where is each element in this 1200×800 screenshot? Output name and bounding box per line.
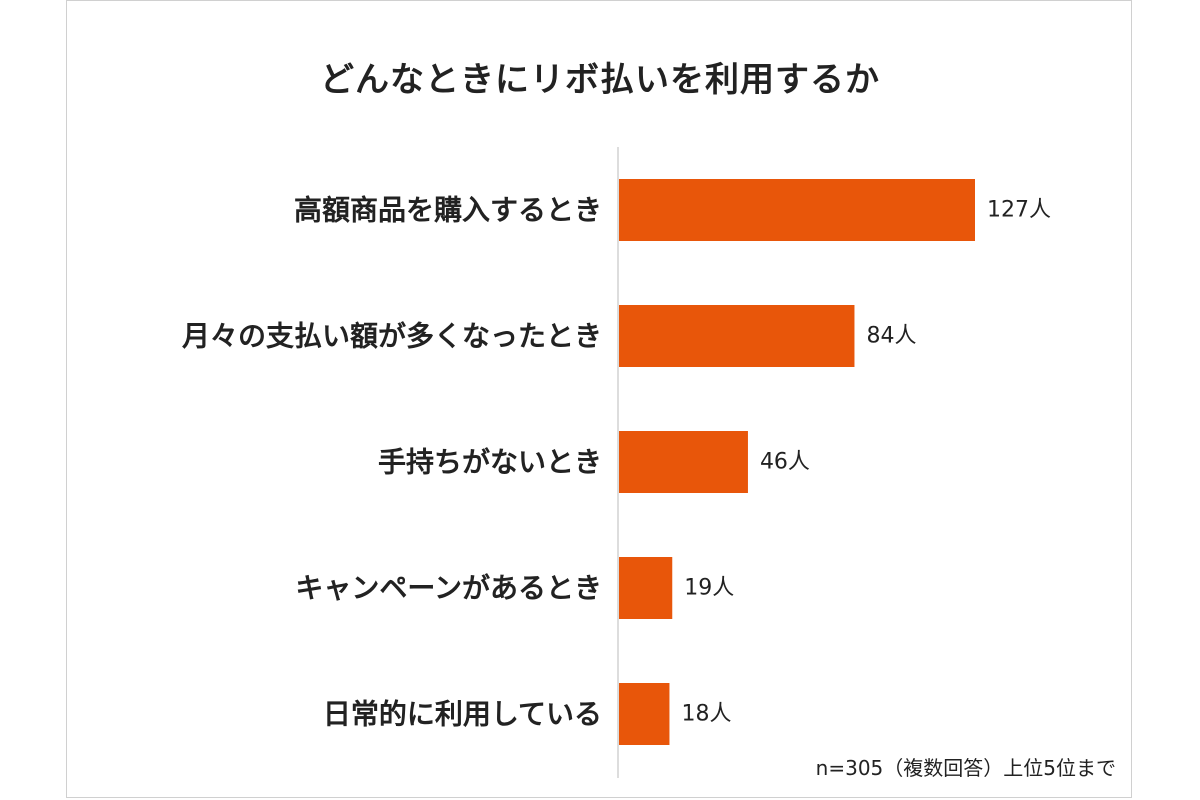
bar-3	[619, 557, 673, 619]
bar-4	[619, 683, 670, 745]
chart-title: どんなときにリボ払いを利用するか	[320, 60, 880, 100]
bar-0	[619, 179, 975, 241]
category-label-3: キャンペーンがあるとき	[295, 572, 602, 605]
bar-1	[619, 305, 855, 367]
value-label-3: 19人	[684, 576, 734, 601]
category-label-1: 月々の支払い額が多くなったとき	[181, 320, 602, 353]
value-label-0: 127人	[987, 198, 1051, 223]
chart-frame	[66, 0, 1132, 798]
value-label-4: 18人	[681, 702, 731, 727]
sample-note: n=305（複数回答）上位5位まで	[815, 756, 1116, 780]
category-label-4: 日常的に利用している	[323, 698, 602, 731]
category-label-2: 手持ちがないとき	[378, 446, 602, 479]
value-label-1: 84人	[866, 324, 916, 349]
value-label-2: 46人	[760, 450, 810, 475]
category-label-0: 高額商品を購入するとき	[294, 194, 602, 227]
bar-2	[619, 431, 748, 493]
